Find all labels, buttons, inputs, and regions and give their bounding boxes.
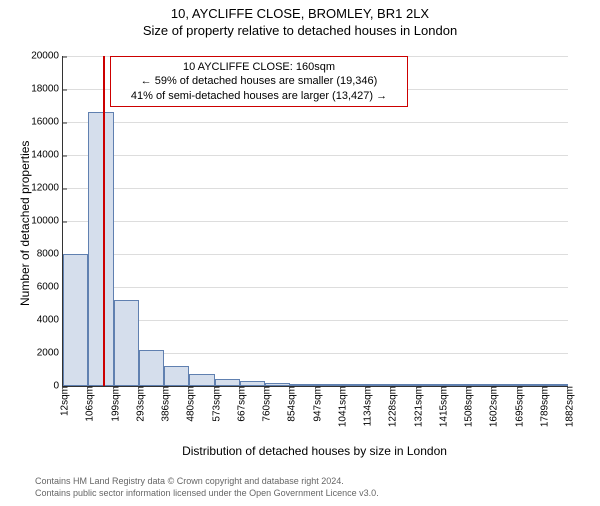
x-tick-label: 1228sqm (384, 386, 399, 427)
y-tick-label: 12000 (31, 183, 63, 194)
histogram-bar (164, 366, 189, 386)
annotation-line-2: ← 59% of detached houses are smaller (19… (119, 74, 399, 88)
x-tick-label: 1602sqm (485, 386, 500, 427)
gridline (63, 122, 568, 123)
y-tick-label: 6000 (37, 282, 63, 293)
y-tick-label: 18000 (31, 84, 63, 95)
annotation-box: 10 AYCLIFFE CLOSE: 160sqm ← 59% of detac… (110, 56, 408, 107)
y-tick-label: 10000 (31, 216, 63, 227)
y-tick-label: 4000 (37, 315, 63, 326)
gridline (63, 287, 568, 288)
y-tick-label: 8000 (37, 249, 63, 260)
x-axis-label: Distribution of detached houses by size … (62, 444, 567, 458)
x-tick-label: 1321sqm (409, 386, 424, 427)
x-tick-label: 199sqm (106, 386, 121, 422)
histogram-bar (114, 300, 139, 386)
x-tick-label: 1789sqm (535, 386, 550, 427)
x-tick-label: 293sqm (131, 386, 146, 422)
gridline (63, 320, 568, 321)
x-tick-label: 12sqm (56, 386, 71, 416)
y-axis-label: Number of detached properties (18, 141, 32, 306)
annotation-line-1: 10 AYCLIFFE CLOSE: 160sqm (119, 60, 399, 74)
chart-title: 10, AYCLIFFE CLOSE, BROMLEY, BR1 2LX (0, 6, 600, 21)
x-tick-label: 667sqm (232, 386, 247, 422)
footer-line-2: Contains public sector information licen… (35, 488, 379, 498)
x-tick-label: 854sqm (283, 386, 298, 422)
histogram-bar (63, 254, 88, 386)
y-tick-label: 16000 (31, 117, 63, 128)
gridline (63, 188, 568, 189)
histogram-bar (139, 350, 164, 386)
x-tick-label: 480sqm (182, 386, 197, 422)
x-tick-label: 1695sqm (510, 386, 525, 427)
x-tick-label: 1508sqm (460, 386, 475, 427)
annotation-line-3: 41% of semi-detached houses are larger (… (119, 89, 399, 103)
x-tick-label: 1041sqm (333, 386, 348, 427)
x-tick-label: 760sqm (258, 386, 273, 422)
property-marker-line (103, 56, 105, 386)
x-tick-label: 1415sqm (434, 386, 449, 427)
footer-line-1: Contains HM Land Registry data © Crown c… (35, 476, 344, 486)
chart-subtitle: Size of property relative to detached ho… (0, 23, 600, 38)
x-tick-label: 947sqm (308, 386, 323, 422)
gridline (63, 155, 568, 156)
gridline (63, 254, 568, 255)
histogram-bar (215, 379, 240, 386)
gridline (63, 221, 568, 222)
x-tick-label: 1134sqm (359, 386, 374, 426)
x-tick-label: 573sqm (207, 386, 222, 422)
x-tick-label: 386sqm (157, 386, 172, 422)
y-tick-label: 14000 (31, 150, 63, 161)
x-tick-label: 1882sqm (561, 386, 576, 427)
histogram-bar (189, 374, 214, 386)
y-tick-label: 20000 (31, 51, 63, 62)
x-tick-label: 106sqm (81, 386, 96, 422)
y-tick-label: 2000 (37, 348, 63, 359)
histogram-bar (88, 112, 113, 386)
